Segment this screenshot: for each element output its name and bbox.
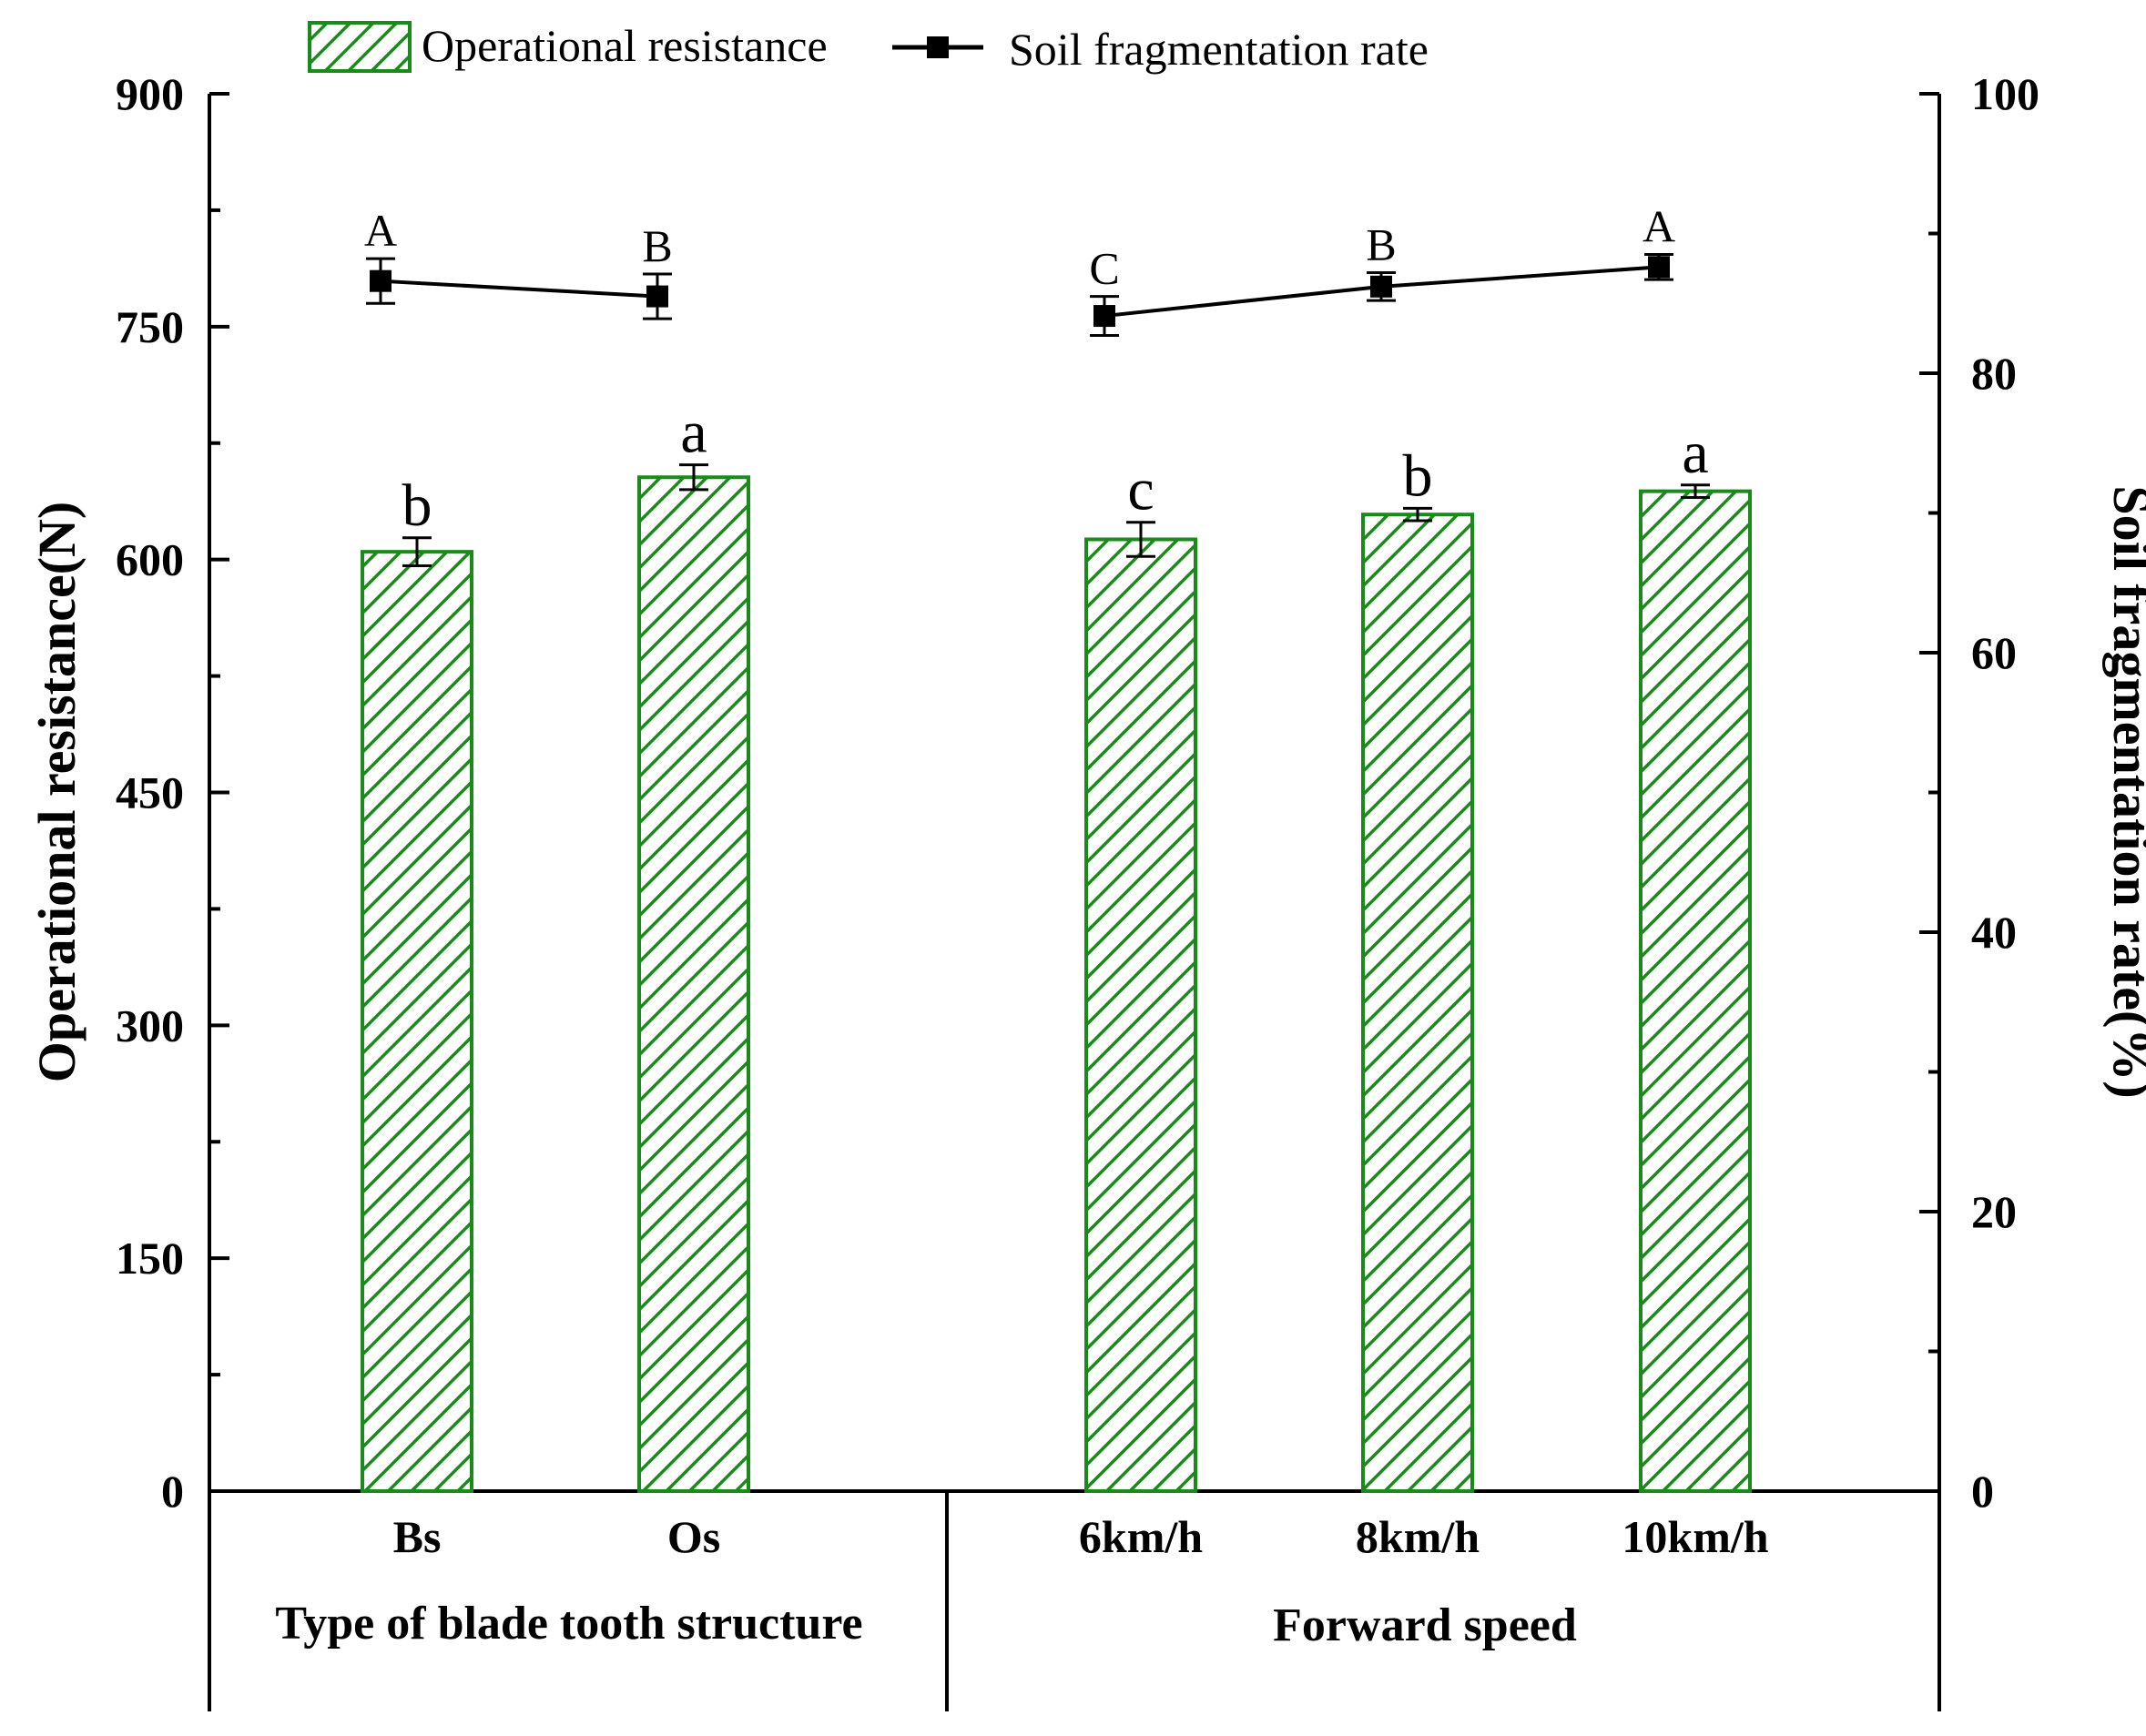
legend-line-marker bbox=[927, 36, 949, 58]
y2-axis-title: Soil fragmentation rate(%) bbox=[2102, 485, 2146, 1098]
y2-tick-label: 60 bbox=[1971, 627, 2017, 678]
y2-tick-label: 0 bbox=[1971, 1466, 1994, 1517]
bar-significance-label: a bbox=[1682, 420, 1708, 486]
legend-bar-swatch bbox=[308, 21, 412, 73]
bar bbox=[1639, 489, 1752, 1493]
y-axis-title: Operational resistance(N) bbox=[27, 502, 86, 1082]
bar bbox=[361, 550, 473, 1493]
bar-significance-label: b bbox=[402, 472, 432, 539]
legend-line-label: Soil fragmentation rate bbox=[1009, 24, 1429, 75]
point-significance-label: B bbox=[1366, 218, 1396, 269]
bar bbox=[637, 475, 750, 1493]
bar bbox=[1361, 513, 1474, 1493]
line-point-marker bbox=[1093, 305, 1115, 328]
line-point-marker bbox=[1648, 256, 1670, 279]
axes: 0 150 300 450 600 750 900 0 20 40 60 80 100 Bs Os 6km/h… bbox=[116, 68, 2039, 1711]
group-label-forward-speed: Forward speed bbox=[1273, 1599, 1577, 1651]
x-category-label: Os bbox=[667, 1511, 720, 1562]
bar-series: b a c b a bbox=[361, 400, 1752, 1494]
bar-significance-label: b bbox=[1403, 442, 1433, 509]
bar bbox=[1084, 537, 1197, 1494]
line-point-marker bbox=[1370, 275, 1392, 298]
group-label-blade-type: Type of blade tooth structure bbox=[275, 1598, 862, 1650]
bar-significance-label: c bbox=[1127, 457, 1154, 523]
point-significance-label: A bbox=[364, 205, 397, 256]
y-tick-label: 300 bbox=[116, 1000, 184, 1051]
y-tick-label: 0 bbox=[161, 1466, 184, 1517]
x-category-label: 8km/h bbox=[1356, 1511, 1480, 1562]
line-point-marker bbox=[370, 269, 392, 292]
y2-tick-label: 20 bbox=[1971, 1186, 2017, 1237]
bar-significance-label: a bbox=[680, 400, 707, 466]
legend-bar-label: Operational resistance bbox=[422, 20, 828, 71]
x-category-label: 6km/h bbox=[1079, 1511, 1203, 1562]
y2-tick-label: 100 bbox=[1971, 68, 2039, 119]
y2-tick-label: 40 bbox=[1971, 907, 2017, 958]
x-category-label: 10km/h bbox=[1622, 1511, 1768, 1562]
legend: Operational resistance Soil fragmentatio… bbox=[308, 20, 1429, 75]
y-tick-label: 150 bbox=[116, 1233, 184, 1284]
x-category-label: Bs bbox=[393, 1511, 442, 1562]
point-significance-label: B bbox=[642, 220, 672, 271]
point-significance-label: A bbox=[1643, 201, 1675, 252]
y-tick-label: 450 bbox=[116, 767, 184, 818]
point-significance-label: C bbox=[1089, 243, 1119, 294]
y-tick-label: 600 bbox=[116, 534, 184, 585]
line-segment-blade-type bbox=[380, 279, 658, 299]
y-tick-label: 900 bbox=[116, 68, 184, 119]
y2-tick-label: 80 bbox=[1971, 348, 2017, 399]
y-tick-label: 750 bbox=[116, 301, 184, 352]
line-point-marker bbox=[646, 285, 668, 308]
